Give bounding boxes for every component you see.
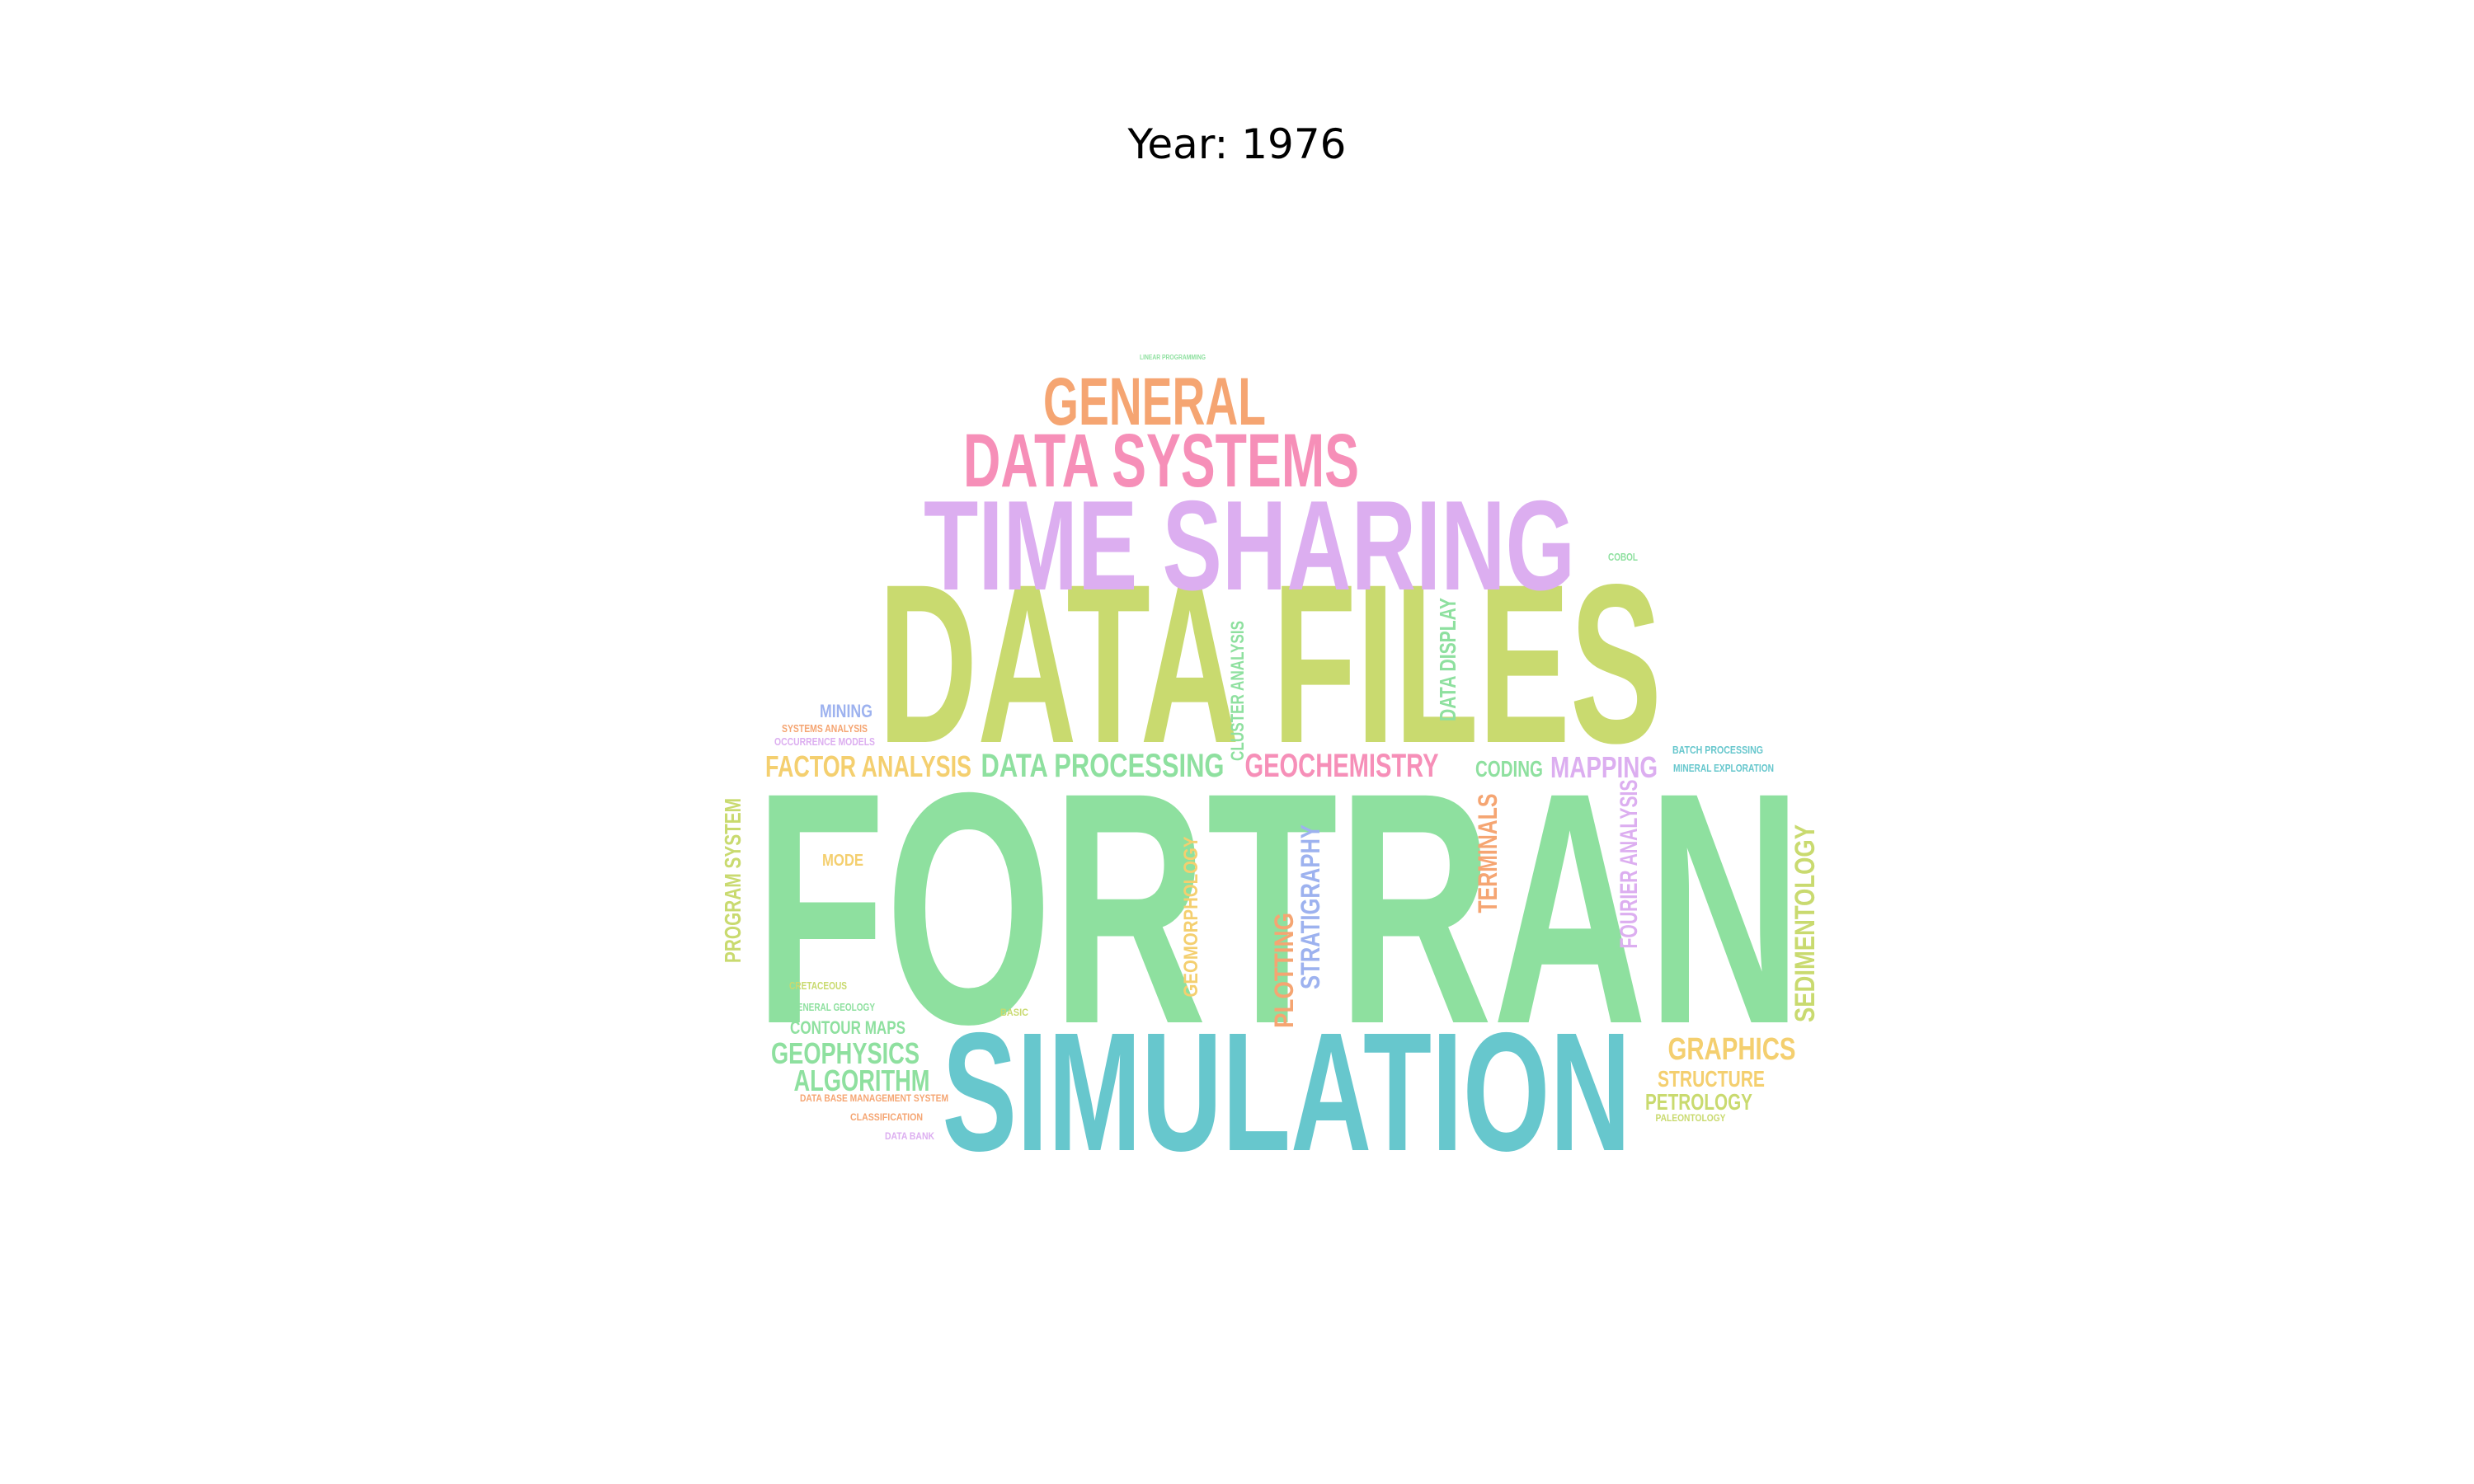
word-batch-processing: BATCH PROCESSING: [1672, 744, 1763, 756]
word-geophysics: GEOPHYSICS: [771, 1036, 920, 1070]
word-geomorphology: GEOMORPHOLOGY: [1180, 837, 1202, 998]
word-paleontology: PALEONTOLOGY: [1656, 1112, 1726, 1124]
word-simulation: SIMULATION: [943, 998, 1631, 1186]
word-general-geology: GENERAL GEOLOGY: [791, 1001, 875, 1013]
word-geochemistry: GEOCHEMISTRY: [1245, 748, 1439, 784]
word-linear-programming: LINEAR PROGRAMMING: [1140, 354, 1206, 361]
word-fourier-analysis: FOURIER ANALYSIS: [1616, 780, 1643, 949]
word-data-files: DATA FILES: [878, 538, 1662, 791]
word-petrology: PETROLOGY: [1645, 1089, 1752, 1115]
word-mapping: MAPPING: [1550, 750, 1658, 784]
word-data-base-management-system: DATA BASE MANAGEMENT SYSTEM: [800, 1092, 948, 1104]
word-mode: MODE: [822, 852, 863, 870]
word-coding: CODING: [1475, 756, 1543, 782]
word-terminals: TERMINALS: [1473, 794, 1503, 913]
word-stratigraphy: STRATIGRAPHY: [1296, 824, 1325, 989]
word-general: GENERAL: [1043, 364, 1266, 439]
word-time-sharing: TIME SHARING: [924, 474, 1575, 617]
word-fortran: FORTRAN: [755, 724, 1802, 1092]
word-structure: STRUCTURE: [1658, 1066, 1765, 1092]
word-data-display: DATA DISPLAY: [1435, 598, 1460, 721]
word-classification: CLASSIFICATION: [850, 1111, 923, 1123]
word-mining: MINING: [820, 701, 872, 721]
word-basic: BASIC: [1000, 1007, 1028, 1018]
word-data-systems: DATA SYSTEMS: [963, 419, 1359, 503]
word-plotting: PLOTTING: [1269, 913, 1299, 1028]
word-program-system: PROGRAM SYSTEM: [720, 798, 745, 963]
word-data-bank: DATA BANK: [885, 1130, 934, 1142]
word-graphics: GRAPHICS: [1668, 1032, 1796, 1067]
word-data-processing: DATA PROCESSING: [981, 748, 1225, 784]
word-factor-analysis: FACTOR ANALYSIS: [765, 749, 971, 783]
word-mineral-exploration: MINERAL EXPLORATION: [1673, 762, 1774, 774]
word-systems-analysis: SYSTEMS ANALYSIS: [782, 722, 868, 735]
word-cluster-analysis: CLUSTER ANALYSIS: [1227, 621, 1248, 761]
word-occurrence-models: OCCURRENCE MODELS: [774, 735, 875, 748]
word-cobol: COBOL: [1608, 551, 1638, 563]
word-algorithm: ALGORITHM: [794, 1064, 930, 1097]
word-cretaceous: CRETACEOUS: [789, 979, 847, 992]
word-contour-maps: CONTOUR MAPS: [790, 1017, 905, 1038]
word-sedimentology: SEDIMENTOLOGY: [1790, 824, 1821, 1022]
chart-title: Year: 1976: [1127, 120, 1347, 168]
